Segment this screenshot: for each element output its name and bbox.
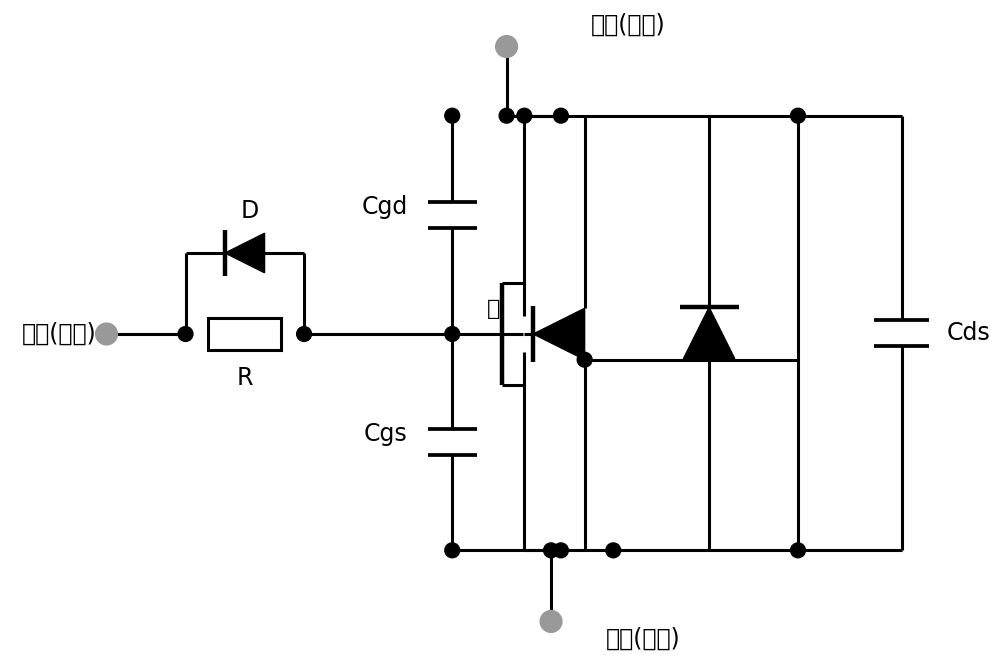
Circle shape [496, 35, 517, 57]
Circle shape [540, 611, 562, 633]
Circle shape [445, 108, 460, 123]
Polygon shape [225, 233, 265, 273]
Circle shape [791, 543, 805, 558]
Polygon shape [533, 309, 585, 359]
Circle shape [499, 108, 514, 123]
Text: 漏极(端口): 漏极(端口) [591, 13, 665, 37]
Text: 源极(端口): 源极(端口) [605, 627, 680, 651]
Circle shape [791, 108, 805, 123]
Circle shape [577, 352, 592, 367]
Text: D: D [241, 199, 259, 223]
Circle shape [445, 327, 460, 341]
Text: Cds: Cds [946, 321, 990, 345]
Circle shape [96, 323, 117, 345]
Text: R: R [237, 365, 253, 389]
Circle shape [517, 108, 532, 123]
Polygon shape [683, 307, 735, 359]
Circle shape [445, 543, 460, 558]
Circle shape [544, 543, 558, 558]
Text: Cgd: Cgd [362, 195, 408, 219]
Circle shape [554, 543, 568, 558]
Circle shape [297, 327, 311, 341]
Text: 栅: 栅 [487, 299, 500, 319]
Text: 栅极(端口): 栅极(端口) [22, 322, 97, 346]
Bar [208, 318, 281, 350]
Text: Cgs: Cgs [364, 422, 408, 446]
Circle shape [606, 543, 621, 558]
Circle shape [178, 327, 193, 341]
Circle shape [554, 108, 568, 123]
